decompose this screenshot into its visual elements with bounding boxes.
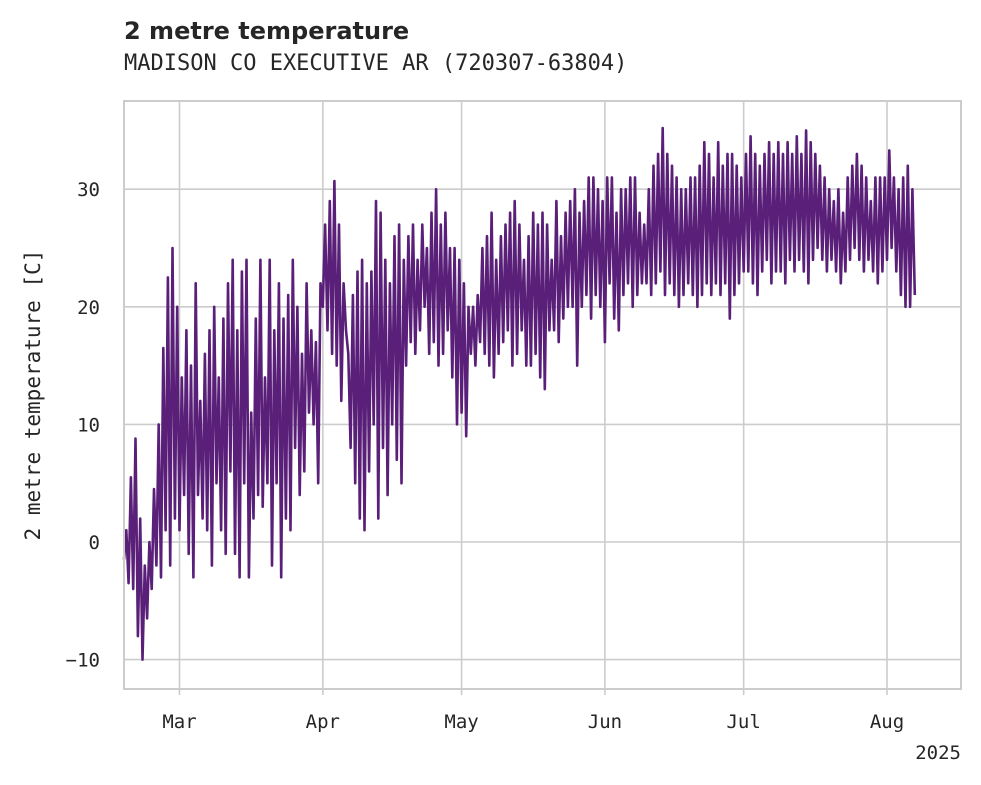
gridlines: [124, 101, 961, 689]
y-tick-label: 20: [77, 297, 100, 319]
x-tick-label: Mar: [162, 711, 196, 733]
x-tick-labels: Mar Apr May Jun Jul Aug: [162, 689, 904, 733]
y-tick-label: 30: [77, 179, 100, 201]
chart-title: 2 metre temperature: [124, 17, 410, 45]
x-tick-label: Aug: [870, 711, 904, 733]
series-line: [122, 126, 917, 661]
x-tick-label: May: [444, 711, 478, 733]
x-tick-label: Jul: [726, 711, 760, 733]
y-tick-labels: −10 0 10 20 30: [66, 179, 100, 671]
year-label: 2025: [915, 742, 961, 764]
chart-subtitle: MADISON CO EXECUTIVE AR (720307-63804): [124, 51, 628, 76]
x-tick-label: Apr: [306, 711, 340, 733]
y-axis-label: 2 metre temperature [C]: [21, 250, 45, 541]
series-group: [122, 126, 917, 661]
plot-frame: [123, 100, 962, 690]
y-tick-label: −10: [66, 650, 100, 672]
x-tick-label: Jun: [588, 711, 622, 733]
y-tick-label: 0: [89, 532, 100, 554]
y-tick-label: 10: [77, 414, 100, 436]
